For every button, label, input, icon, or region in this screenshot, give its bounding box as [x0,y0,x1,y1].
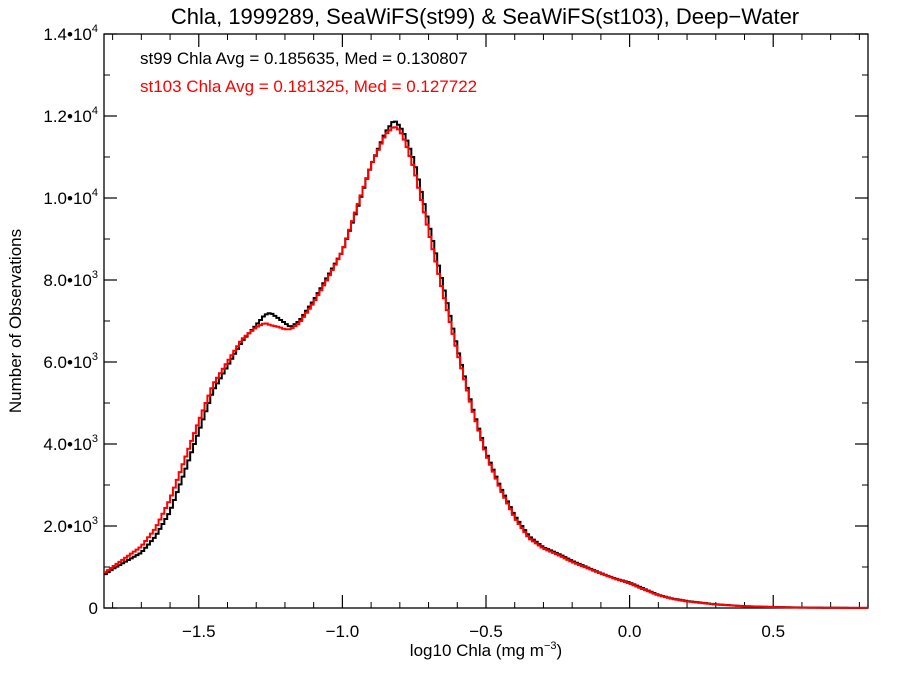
annotation-st99: st99 Chla Avg = 0.185635, Med = 0.130807 [140,49,468,68]
y-tick-mantissa: 4.0•10 [43,435,92,454]
chart-title: Chla, 1999289, SeaWiFS(st99) & SeaWiFS(s… [171,4,799,29]
series-st103-line [104,126,868,609]
x-tick-label: −1.5 [182,622,216,641]
y-tick-exponent: 4 [92,187,98,199]
series-layer [104,120,868,609]
y-tick-mantissa: 1.0•10 [43,189,92,208]
y-axis-label: Number of Observations [6,229,25,413]
annotation-st103: st103 Chla Avg = 0.181325, Med = 0.12772… [140,77,477,96]
y-tick-exponent: 4 [92,105,98,117]
x-tick-label: 0.0 [618,622,642,641]
x-tick-label: −1.0 [326,622,360,641]
x-tick-labels: −1.5 −1.0 −0.5 0.0 0.5 [182,622,785,641]
y-tick-mantissa: 0 [89,599,98,618]
y-tick-exponent: 3 [92,515,98,527]
x-tick-label: −0.5 [469,622,503,641]
y-tick-label: 1.2•104 [43,105,98,126]
y-tick-exponent: 4 [92,23,98,35]
y-tick-exponent: 3 [92,351,98,363]
plot-frame [103,33,869,609]
y-tick-exponent: 3 [92,433,98,445]
x-axis-label: log10 Chla (mg m−3) [410,640,562,660]
y-tick-mantissa: 1.4•10 [43,25,92,44]
y-tick-label: 1.4•104 [43,23,98,44]
x-axis-label-exponent: −3 [544,640,557,652]
x-axis-label-close: ) [557,641,563,660]
y-tick-label: 1.0•104 [43,187,98,208]
y-tick-label: 6.0•103 [43,351,98,372]
x-axis-label-main: log10 Chla (mg m [410,641,544,660]
y-tick-label: 4.0•103 [43,433,98,454]
y-tick-label: 0 [89,599,98,618]
tick-marks [104,33,868,609]
x-tick-label: 0.5 [761,622,785,641]
y-tick-mantissa: 8.0•10 [43,271,92,290]
series-st99-line [104,120,868,609]
y-tick-label: 8.0•103 [43,269,98,290]
y-tick-mantissa: 6.0•10 [43,353,92,372]
y-tick-mantissa: 1.2•10 [43,107,92,126]
y-tick-labels: 02.0•1034.0•1036.0•1038.0•1031.0•1041.2•… [43,23,98,618]
y-tick-mantissa: 2.0•10 [43,517,92,536]
y-tick-exponent: 3 [92,269,98,281]
y-tick-label: 2.0•103 [43,515,98,536]
